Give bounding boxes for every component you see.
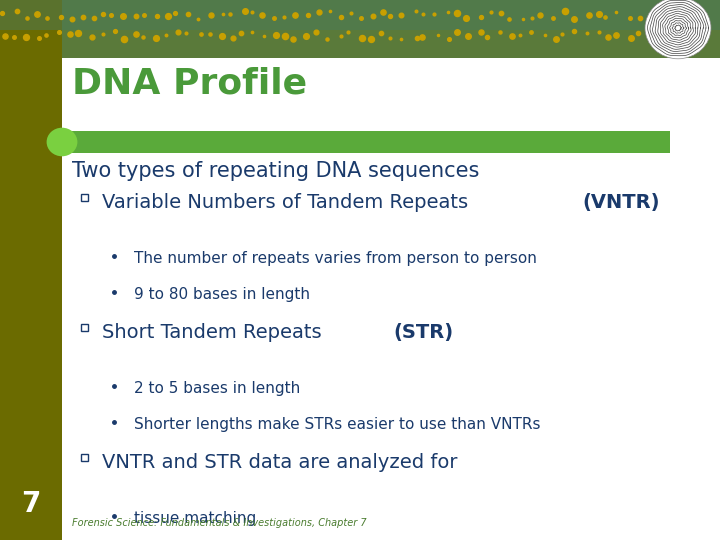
Text: The number of repeats varies from person to person: The number of repeats varies from person… — [134, 251, 537, 266]
Bar — [0, 0, 720, 30]
Text: DNA Profile: DNA Profile — [72, 66, 307, 100]
Text: Shorter lengths make STRs easier to use than VNTRs: Shorter lengths make STRs easier to use … — [134, 417, 541, 432]
Text: Variable Numbers of Tandem Repeats: Variable Numbers of Tandem Repeats — [102, 193, 474, 212]
Text: (VNTR): (VNTR) — [582, 193, 660, 212]
Text: 2 to 5 bases in length: 2 to 5 bases in length — [134, 381, 300, 396]
Bar — [81, 193, 88, 200]
Text: (STR): (STR) — [393, 323, 454, 342]
Text: VNTR and STR data are analyzed for: VNTR and STR data are analyzed for — [102, 453, 457, 472]
Bar — [62, 131, 670, 153]
Bar — [0, 0, 720, 58]
Ellipse shape — [47, 127, 78, 156]
Text: Two types of repeating DNA sequences: Two types of repeating DNA sequences — [72, 161, 480, 181]
Text: Short Tandem Repeats: Short Tandem Repeats — [102, 323, 328, 342]
Bar — [81, 323, 88, 330]
Bar — [81, 454, 88, 461]
Text: 9 to 80 bases in length: 9 to 80 bases in length — [134, 287, 310, 302]
Bar — [62, 58, 720, 540]
Text: 7: 7 — [22, 490, 41, 518]
Text: Forensic Science: Fundamentals & Investigations, Chapter 7: Forensic Science: Fundamentals & Investi… — [72, 518, 366, 528]
Ellipse shape — [645, 0, 711, 59]
Text: tissue matching: tissue matching — [134, 511, 256, 526]
Bar — [0, 0, 62, 540]
